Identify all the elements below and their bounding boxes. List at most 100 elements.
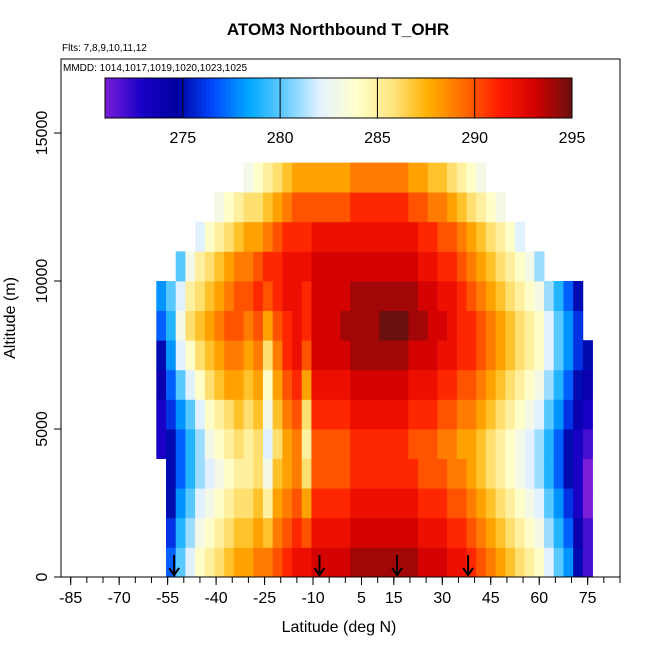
heatmap-cell: [447, 192, 458, 223]
heatmap-cell: [476, 310, 487, 341]
heatmap-cell: [379, 192, 390, 223]
heatmap-cell: [524, 340, 535, 371]
heatmap-cell: [485, 281, 496, 311]
y-axis-label: Altitude (m): [2, 277, 19, 359]
heatmap-cell: [185, 458, 196, 489]
heatmap-cell: [272, 251, 283, 282]
heatmap-cell: [456, 458, 467, 489]
colorbar-segment: [486, 78, 491, 118]
colorbar-segment: [377, 78, 382, 118]
heatmap-cell: [253, 517, 264, 548]
colorbar-segment: [439, 78, 445, 118]
heatmap-cell: [485, 310, 496, 341]
colorbar-segment: [544, 78, 550, 118]
heatmap-cell: [379, 340, 390, 371]
heatmap-cell: [224, 251, 235, 282]
colorbar-segment: [241, 78, 246, 118]
heatmap-cell: [495, 369, 506, 400]
heatmap-cell: [195, 221, 206, 252]
heatmap-cell: [224, 281, 235, 311]
heatmap-cell: [243, 517, 254, 548]
heatmap-cell: [388, 162, 400, 193]
heatmap-cell: [505, 429, 516, 459]
heatmap-cell: [311, 369, 322, 400]
heatmap-cell: [272, 162, 283, 193]
heatmap-cell: [243, 281, 254, 311]
heatmap-cell: [437, 369, 448, 400]
colorbar-segment: [334, 78, 339, 118]
heatmap-cell: [582, 458, 593, 489]
heatmap-cell: [398, 281, 409, 311]
colorbar-segment: [548, 78, 554, 118]
heatmap-cell: [282, 221, 293, 252]
colorbar-segment: [245, 78, 250, 118]
colorbar-segment: [151, 78, 157, 118]
colorbar-segment: [470, 78, 476, 118]
heatmap-cell: [321, 340, 332, 371]
heatmap-cell: [553, 517, 564, 548]
heatmap-cell: [495, 517, 506, 548]
colorbar-segment: [105, 78, 110, 118]
heatmap-cell: [243, 310, 254, 341]
heatmap-cell: [359, 547, 370, 578]
heatmap-cell: [418, 162, 429, 193]
colorbar-segment: [194, 78, 199, 118]
heatmap-cell: [233, 458, 244, 489]
heatmap-cell: [243, 429, 254, 459]
heatmap-cell: [175, 517, 186, 548]
heatmap-cell: [350, 488, 361, 519]
heatmap-cell: [166, 369, 177, 400]
heatmap-cell: [175, 369, 186, 400]
heatmap-cell: [350, 458, 361, 489]
heatmap-cell: [544, 281, 555, 311]
heatmap-cell: [379, 251, 390, 282]
heatmap-cell: [272, 517, 283, 548]
heatmap-cell: [272, 547, 283, 578]
heatmap-cell: [311, 488, 322, 519]
heatmap-cell: [321, 369, 332, 400]
heatmap-cell: [321, 251, 332, 282]
heatmap-cell: [253, 221, 264, 252]
heatmap-cell: [166, 429, 177, 459]
heatmap-cell: [311, 340, 322, 371]
heatmap-cell: [321, 458, 332, 489]
heatmap-cell: [476, 192, 487, 223]
heatmap-cell: [485, 458, 496, 489]
heatmap-cell: [553, 369, 564, 400]
colorbar-segment: [451, 78, 456, 118]
heatmap-cell: [398, 399, 409, 430]
heatmap-cell: [195, 281, 206, 311]
colorbar-segment: [190, 78, 196, 118]
heatmap-cell: [544, 429, 555, 459]
heatmap-cell: [204, 488, 215, 519]
colorbar-segment: [501, 78, 507, 118]
colorbar-tick-label: 275: [169, 130, 196, 147]
heatmap-cell: [214, 281, 225, 311]
heatmap-cell: [573, 281, 584, 311]
heatmap-cell: [388, 517, 400, 548]
heatmap-cell: [563, 488, 574, 519]
heatmap-cell: [359, 310, 370, 341]
heatmap-cell: [408, 221, 419, 252]
heatmap-cell: [505, 281, 516, 311]
heatmap-cell: [563, 340, 574, 371]
heatmap-cell: [466, 221, 477, 252]
x-tick-label: -85: [59, 590, 82, 607]
y-tick-label: 15000: [34, 111, 51, 156]
heatmap-cell: [233, 399, 244, 430]
heatmap-cell: [301, 517, 312, 548]
heatmap-cell: [466, 162, 477, 193]
heatmap-cell: [311, 399, 322, 430]
heatmap-cell: [563, 281, 574, 311]
heatmap-cell: [350, 310, 361, 341]
heatmap-cell: [214, 192, 225, 223]
heatmap-cell: [408, 251, 419, 282]
heatmap-cell: [408, 399, 419, 430]
heatmap-cell: [437, 251, 448, 282]
heatmap-cell: [437, 281, 448, 311]
heatmap-cell: [466, 192, 477, 223]
colorbar-segment: [443, 78, 448, 118]
heatmap-cell: [185, 488, 196, 519]
heatmap-cell: [427, 251, 438, 282]
